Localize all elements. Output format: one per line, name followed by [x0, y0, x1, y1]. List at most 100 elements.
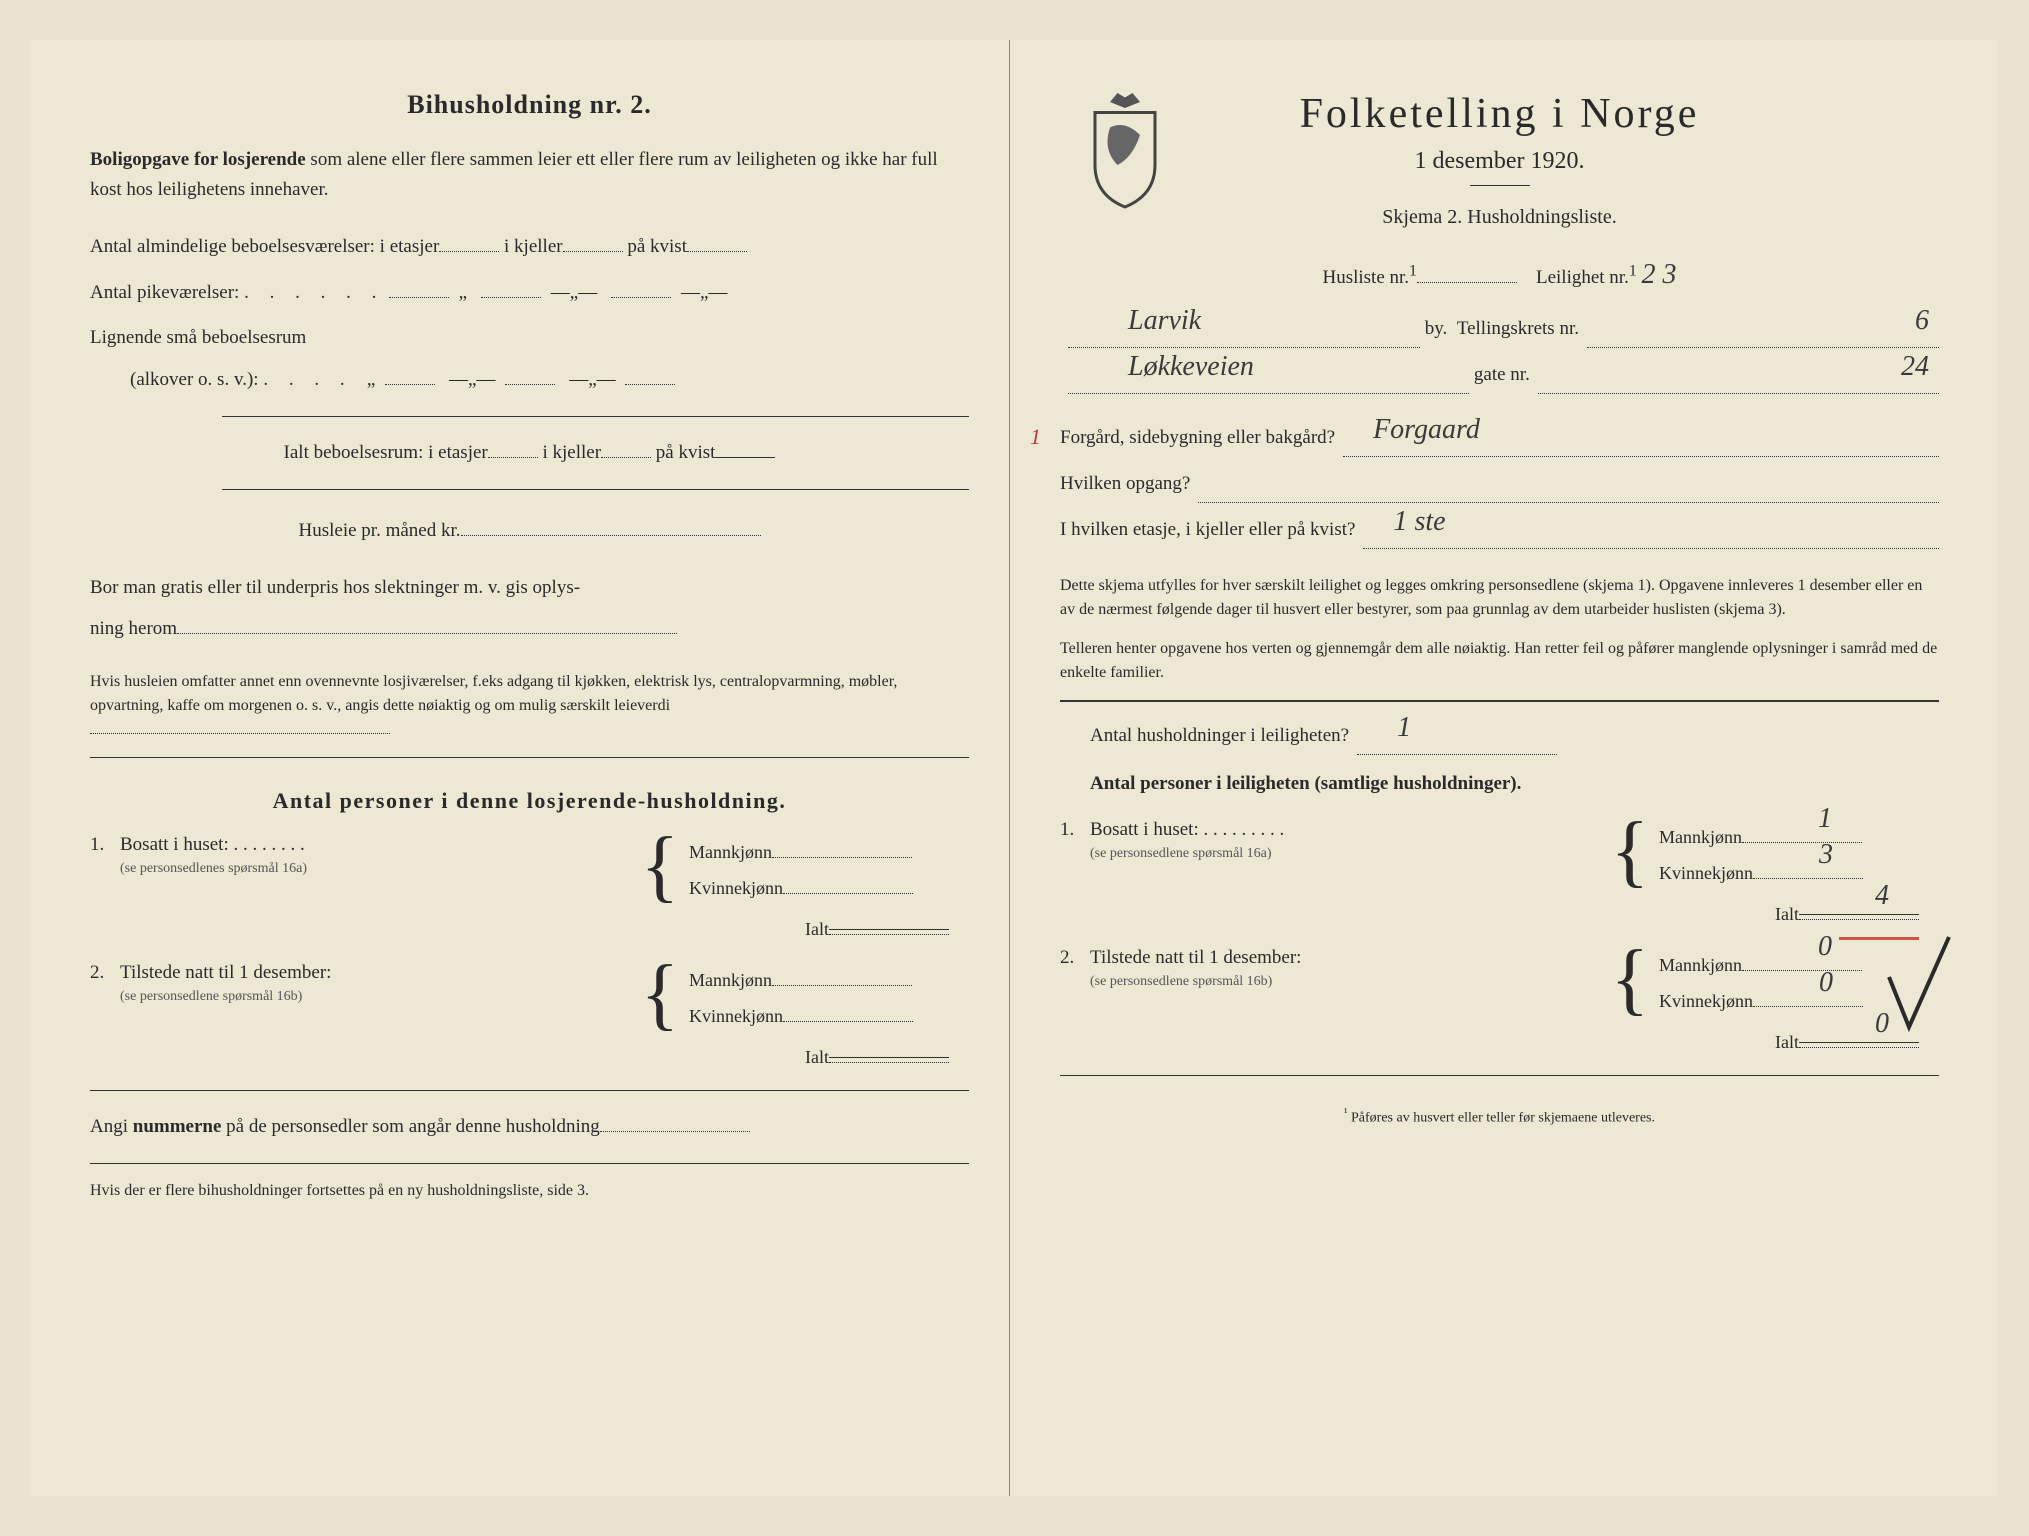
brace-icon: {	[1611, 819, 1649, 883]
tilstede-sub: (se personsedlene spørsmål 16b)	[120, 989, 302, 1004]
ialt-rooms-line: Ialt beboelsesrum: i etasjer i kjeller p…	[90, 432, 969, 474]
antal-hush-label: Antal husholdninger i leiligheten?	[1090, 717, 1349, 755]
title-date: 1 desember 1920.	[1060, 148, 1939, 175]
r-person-block-2: 2. Tilstede natt til 1 desember: (se per…	[1060, 947, 1939, 1060]
r-person-label-1: Bosatt i huset: . . . . . . . . . (se pe…	[1090, 819, 1601, 863]
forgard-label: Forgård, sidebygning eller bakgård?	[1060, 419, 1335, 457]
left-heading: Bihusholdning nr. 2.	[90, 90, 969, 120]
gate-line: Løkkeveien gate nr. 24	[1060, 356, 1939, 394]
kjeller-label: i kjeller	[504, 236, 563, 257]
antal-hush-value: 1	[1397, 700, 1411, 756]
antal-pers-title: Antal personer i leiligheten (samtlige h…	[1090, 763, 1939, 805]
pike-label: Antal pikeværelser:	[90, 282, 239, 303]
section2-title: Antal personer i denne losjerende-hushol…	[90, 788, 969, 814]
lignende-label: Lignende små beboelsesrum	[90, 327, 306, 348]
brace-icon: {	[1611, 947, 1649, 1011]
etasje-value: 1 ste	[1393, 494, 1445, 550]
instructions-para-2: Telleren henter opgavene hos verten og g…	[1060, 637, 1939, 685]
r-bosatt-sub: (se personsedlene spørsmål 16a)	[1090, 846, 1272, 861]
pikevaerelser-line: Antal pikeværelser: . . . . . . „ —„— —„…	[90, 272, 969, 314]
title-divider	[1470, 185, 1530, 186]
r-person-num-2: 2.	[1060, 947, 1090, 969]
kvist-label: på kvist	[627, 236, 687, 257]
ialt-label-2: Ialt	[805, 1047, 829, 1067]
etasje-label: I hvilken etasje, i kjeller eller på kvi…	[1060, 511, 1355, 549]
r-tilstede-sub: (se personsedlene spørsmål 16b)	[1090, 974, 1272, 989]
husleie-line: Husleie pr. måned kr.	[90, 510, 969, 552]
gate-nr-value: 24	[1901, 339, 1929, 395]
instructions-para-1: Dette skjema utfylles for hver særskilt …	[1060, 574, 1939, 622]
footnote: ¹ Påføres av husvert eller teller før sk…	[1060, 1106, 1939, 1127]
mann-label-2: Mannkjønn	[689, 970, 772, 990]
angi-line: Angi nummerne på de personsedler som ang…	[90, 1106, 969, 1148]
r-mann-label-2: Mannkjønn	[1659, 955, 1742, 975]
r-mann-label-1: Mannkjønn	[1659, 827, 1742, 847]
husleie-label: Husleie pr. måned kr.	[299, 520, 461, 541]
gratis-text-1: Bor man gratis eller til underpris hos s…	[90, 577, 580, 598]
bosatt-label: Bosatt i huset:	[120, 834, 229, 855]
brace-icon: {	[641, 834, 679, 898]
gratis-text-2: ning herom	[90, 618, 177, 639]
ialt-label-1: Ialt	[805, 919, 829, 939]
bottom-note: Hvis der er flere bihusholdninger fortse…	[90, 1179, 969, 1203]
person-fields-2: Mannkjønn Kvinnekjønn Ialt	[689, 962, 969, 1075]
coat-of-arms-icon	[1080, 90, 1170, 210]
intro-bold: Boligopgave for losjerende	[90, 149, 306, 170]
ialt-etasjer: i etasjer	[428, 442, 488, 463]
left-page: Bihusholdning nr. 2. Boligopgave for los…	[30, 40, 1010, 1496]
by-label: by.	[1425, 310, 1448, 348]
r-kvinne-val-1: 3	[1819, 827, 1833, 883]
person-fields-1: Mannkjønn Kvinnekjønn Ialt	[689, 834, 969, 947]
intro-paragraph: Boligopgave for losjerende som alene ell…	[90, 145, 969, 206]
r-bosatt-label: Bosatt i huset:	[1090, 819, 1199, 840]
r-kvinne-label-1: Kvinnekjønn	[1659, 863, 1753, 883]
subtitle: Skjema 2. Husholdningsliste.	[1060, 206, 1939, 229]
rooms-label: Antal almindelige beboelsesværelser: i e…	[90, 236, 439, 257]
lignende-line: Lignende små beboelsesrum (alkover o. s.…	[90, 317, 969, 401]
opgang-line: Hvilken opgang?	[1060, 465, 1939, 503]
forgard-line: Forgård, sidebygning eller bakgård? Forg…	[1060, 419, 1939, 457]
rooms-line-1: Antal almindelige beboelsesværelser: i e…	[90, 226, 969, 268]
r-tilstede-label: Tilstede natt til 1 desember:	[1090, 947, 1301, 968]
husleie-paragraph: Hvis husleien omfatter annet enn ovennev…	[90, 670, 969, 742]
husliste-label: Husliste nr.	[1322, 267, 1409, 288]
footnote-marker: ¹	[1344, 1106, 1348, 1119]
forgard-value: Forgaard	[1373, 402, 1480, 458]
ialt-kvist: på kvist	[656, 442, 716, 463]
right-page: Folketelling i Norge 1 desember 1920. Sk…	[1010, 40, 1999, 1496]
red-mark: 1	[1030, 424, 1041, 450]
main-title: Folketelling i Norge	[1060, 90, 1939, 138]
r-ialt-label-2: Ialt	[1775, 1032, 1799, 1052]
kvinne-label-2: Kvinnekjønn	[689, 1006, 783, 1026]
ialt-rooms-label: Ialt beboelsesrum:	[284, 442, 424, 463]
bosatt-sub: (se personsedlenes spørsmål 16a)	[120, 861, 307, 876]
ialt-kjeller: i kjeller	[542, 442, 601, 463]
gratis-line: Bor man gratis eller til underpris hos s…	[90, 567, 969, 651]
alkover-label: (alkover o. s. v.):	[130, 369, 259, 390]
r-ialt-label-1: Ialt	[1775, 904, 1799, 924]
leilighet-value: 2 3	[1642, 259, 1677, 290]
r-kvinne-val-2: 0	[1819, 955, 1833, 1011]
r-person-label-2: Tilstede natt til 1 desember: (se person…	[1090, 947, 1601, 991]
etasje-line: I hvilken etasje, i kjeller eller på kvi…	[1060, 511, 1939, 549]
husleie-para-text: Hvis husleien omfatter annet enn ovennev…	[90, 673, 897, 714]
r-kvinne-label-2: Kvinnekjønn	[1659, 991, 1753, 1011]
r-ialt-val-1: 4	[1875, 868, 1889, 924]
person-num-2: 2.	[90, 962, 120, 984]
r-person-num-1: 1.	[1060, 819, 1090, 841]
person-label-1: Bosatt i huset: . . . . . . . . (se pers…	[120, 834, 631, 878]
person-label-2: Tilstede natt til 1 desember: (se person…	[120, 962, 631, 1006]
r-person-block-1: 1. Bosatt i huset: . . . . . . . . . (se…	[1060, 819, 1939, 932]
footnote-text: Påføres av husvert eller teller før skje…	[1351, 1111, 1655, 1126]
checkmark-icon	[1879, 927, 1959, 1047]
brace-icon: {	[641, 962, 679, 1026]
tilstede-label: Tilstede natt til 1 desember:	[120, 962, 331, 983]
gate-label: gate nr.	[1474, 356, 1530, 394]
kvinne-label-1: Kvinnekjønn	[689, 878, 783, 898]
leilighet-label: Leilighet nr.	[1536, 267, 1629, 288]
antal-hush-line: Antal husholdninger i leiligheten? 1	[1090, 717, 1939, 755]
r-person-fields-1: Mannkjønn1 Kvinnekjønn3 Ialt4	[1659, 819, 1939, 932]
person-block-2: 2. Tilstede natt til 1 desember: (se per…	[90, 962, 969, 1075]
opgang-label: Hvilken opgang?	[1060, 465, 1190, 503]
gate-name-value: Løkkeveien	[1128, 339, 1254, 395]
